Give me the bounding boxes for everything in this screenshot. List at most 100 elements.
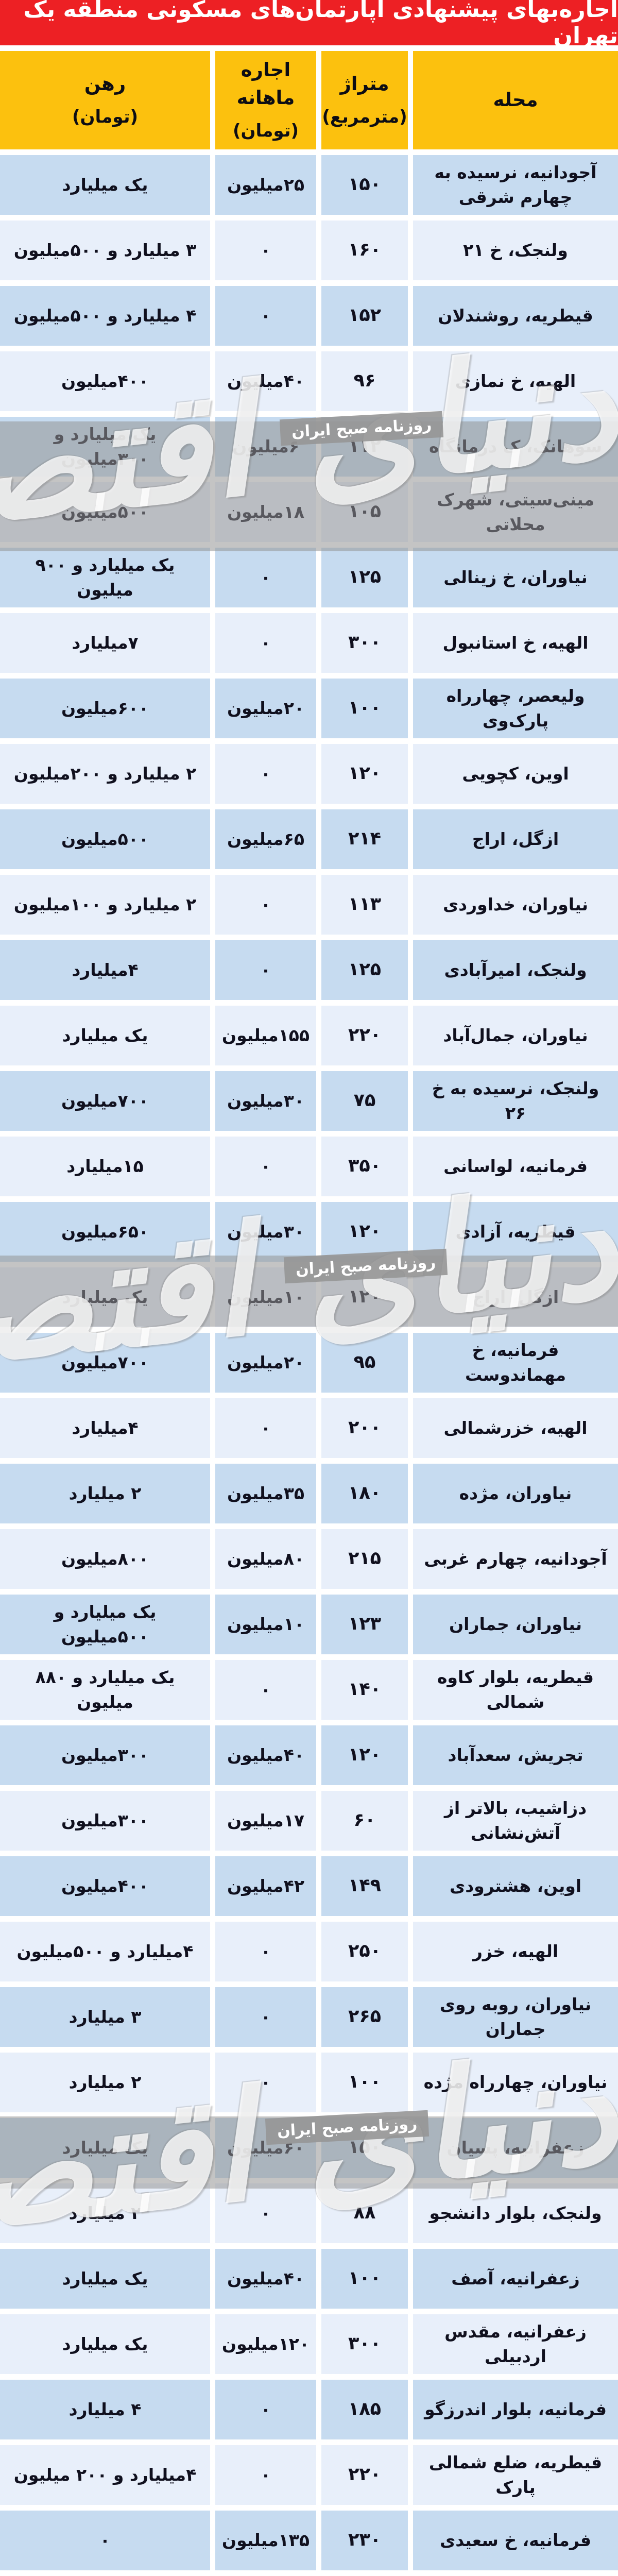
deposit-cell: ۲ میلیارد: [0, 1464, 210, 1523]
rent-cell: ۱۵۵میلیون: [215, 1006, 316, 1065]
table-row: سوهانک، ک درمانگاه ۱۱۲ ۶میلیون یک میلیار…: [0, 417, 618, 477]
deposit-cell: یک میلیارد: [0, 1006, 210, 1065]
rent-cell: ۶۰میلیون: [215, 2118, 316, 2178]
table-row: آجودانیه، نرسیده به چهارم شرقی ۱۵۰ ۲۵میل…: [0, 155, 618, 215]
neighborhood-cell: ولنجک، بلوار دانشجو: [413, 2183, 618, 2243]
table-row: فرمانیه، لواسانی ۳۵۰ ۰ ۱۵میلیارد: [0, 1137, 618, 1196]
area-cell: ۸۸: [321, 2183, 408, 2243]
area-cell: ۱۲۵: [321, 548, 408, 607]
rent-cell: ۰: [215, 1922, 316, 1981]
rent-cell: ۰: [215, 2053, 316, 2112]
neighborhood-cell: زعفرانیه، پسیان: [413, 2118, 618, 2178]
column-header-label: اجاره ماهانه: [222, 56, 309, 111]
rent-cell: ۴۰میلیون: [215, 351, 316, 411]
deposit-cell: ۶۵۰میلیون: [0, 1202, 210, 1262]
deposit-cell: یک میلیارد: [0, 1267, 210, 1327]
area-cell: ۲۱۵: [321, 1529, 408, 1589]
table-row: اوین، کچویی ۱۲۰ ۰ ۲ میلیارد و ۲۰۰میلیون: [0, 744, 618, 804]
deposit-cell: ۴۰۰میلیون: [0, 1856, 210, 1916]
table-row: قیطریه، آزادی ۱۲۰ ۳۰میلیون ۶۵۰میلیون: [0, 1202, 618, 1262]
table-row: نیاوران، خ زینالی ۱۲۵ ۰ یک میلیارد و ۹۰۰…: [0, 548, 618, 607]
area-cell: ۷۵: [321, 1071, 408, 1131]
neighborhood-cell: فرمانیه، لواسانی: [413, 1137, 618, 1196]
deposit-cell: ۳۰۰میلیون: [0, 1725, 210, 1785]
area-cell: ۱۰۵: [321, 482, 408, 542]
area-cell: ۱۰۰: [321, 679, 408, 738]
column-header-unit: (مترمربع): [322, 105, 407, 130]
deposit-cell: ۳ میلیارد: [0, 1987, 210, 2047]
table-row: الهیه، خزر ۲۵۰ ۰ ۴میلیارد و ۵۰۰میلیون: [0, 1922, 618, 1981]
deposit-cell: ۴میلیارد: [0, 1398, 210, 1458]
deposit-cell: ۴میلیارد: [0, 940, 210, 1000]
rent-cell: ۸۰میلیون: [215, 1529, 316, 1589]
table-row: ازگل، اراج ۱۲۰ ۱۰میلیون یک میلیارد: [0, 1267, 618, 1327]
neighborhood-cell: مینی‌سیتی، شهرک محلاتی: [413, 482, 618, 542]
area-cell: ۱۲۳: [321, 1595, 408, 1654]
neighborhood-cell: تجریش، سعدآباد: [413, 1725, 618, 1785]
deposit-cell: یک میلیارد و ۹۰۰ میلیون: [0, 548, 210, 607]
table-row: زعفرانیه، آصف ۱۰۰ ۴۰میلیون یک میلیارد: [0, 2249, 618, 2309]
table-row: تجریش، سعدآباد ۱۲۰ ۴۰میلیون ۳۰۰میلیون: [0, 1725, 618, 1785]
rent-cell: ۰: [215, 875, 316, 935]
column-header-area: متراژ (مترمربع): [321, 51, 408, 149]
neighborhood-cell: ازگل، اراج: [413, 1267, 618, 1327]
rent-cell: ۱۷میلیون: [215, 1791, 316, 1851]
deposit-cell: ۱۵میلیارد: [0, 1137, 210, 1196]
table-row: الهیه، خزرشمالی ۲۰۰ ۰ ۴میلیارد: [0, 1398, 618, 1458]
column-header-label: متراژ: [340, 70, 389, 98]
area-cell: ۱۰۰: [321, 2053, 408, 2112]
deposit-cell: ۲ میلیارد: [0, 2183, 210, 2243]
area-cell: ۹۶: [321, 351, 408, 411]
neighborhood-cell: قیطریه، روشندلان: [413, 286, 618, 346]
table-body: آجودانیه، نرسیده به چهارم شرقی ۱۵۰ ۲۵میل…: [0, 155, 618, 2576]
deposit-cell: ۳۰۰میلیون: [0, 1791, 210, 1851]
deposit-cell: یک میلیارد: [0, 2118, 210, 2178]
deposit-cell: ۴میلیارد و ۵۰۰میلیون: [0, 1922, 210, 1981]
table-row: قیطریه، بلوار کاوه شمالی ۱۴۰ ۰ یک میلیار…: [0, 1660, 618, 1720]
table-row: فرمانیه، خ سعیدی ۲۳۰ ۱۳۵میلیون ۰: [0, 2511, 618, 2570]
rent-cell: ۴۰میلیون: [215, 1725, 316, 1785]
neighborhood-cell: الهیه، خزرشمالی: [413, 1398, 618, 1458]
deposit-cell: ۰: [0, 2511, 210, 2570]
area-cell: ۳۵۰: [321, 1137, 408, 1196]
area-cell: ۲۰۰: [321, 1398, 408, 1458]
neighborhood-cell: فرمانیه، خ سعیدی: [413, 2511, 618, 2570]
deposit-cell: ۴ میلیارد و ۵۰۰میلیون: [0, 286, 210, 346]
rent-cell: ۴۲میلیون: [215, 1856, 316, 1916]
area-cell: ۱۱۳: [321, 875, 408, 935]
area-cell: ۳۰۰: [321, 2314, 408, 2374]
deposit-cell: یک میلیارد: [0, 2314, 210, 2374]
neighborhood-cell: سوهانک، ک درمانگاه: [413, 417, 618, 477]
area-cell: ۲۲۰: [321, 2445, 408, 2505]
area-cell: ۱۶۰: [321, 221, 408, 280]
area-cell: ۱۱۲: [321, 417, 408, 477]
table-row: ازگل، اراج ۲۱۴ ۶۵میلیون ۵۰۰میلیون: [0, 809, 618, 869]
table-row: ولنجک، امیرآبادی ۱۲۵ ۰ ۴میلیارد: [0, 940, 618, 1000]
table-row: نیاوران، جمال‌آباد ۲۲۰ ۱۵۵میلیون یک میلی…: [0, 1006, 618, 1065]
rent-cell: ۱۰میلیون: [215, 1267, 316, 1327]
rent-cell: ۱۸میلیون: [215, 482, 316, 542]
rent-cell: ۳۵میلیون: [215, 1464, 316, 1523]
rent-cell: ۰: [215, 940, 316, 1000]
area-cell: ۲۳۰: [321, 2511, 408, 2570]
area-cell: ۲۵۰: [321, 1922, 408, 1981]
deposit-cell: ۳ میلیارد و ۵۰۰میلیون: [0, 221, 210, 280]
rent-cell: ۲۰میلیون: [215, 1333, 316, 1393]
rent-cell: ۰: [215, 286, 316, 346]
area-cell: ۲۱۴: [321, 809, 408, 869]
area-cell: ۲۲۰: [321, 1006, 408, 1065]
rent-cell: ۰: [215, 1137, 316, 1196]
table-row: اوین، هشترودی ۱۴۹ ۴۲میلیون ۴۰۰میلیون: [0, 1856, 618, 1916]
neighborhood-cell: نیاوران، روبه روی جماران: [413, 1987, 618, 2047]
deposit-cell: ۵۰۰میلیون: [0, 482, 210, 542]
rent-cell: ۳۰میلیون: [215, 1071, 316, 1131]
rent-cell: ۱۲۰میلیون: [215, 2314, 316, 2374]
rent-cell: ۳۰میلیون: [215, 1202, 316, 1262]
table-row: الهیه، خ استانبول ۳۰۰ ۰ ۷میلیارد: [0, 613, 618, 673]
rent-cell: ۴۰میلیون: [215, 2249, 316, 2309]
table-row: الهیه، خ نمازی ۹۶ ۴۰میلیون ۴۰۰میلیون: [0, 351, 618, 411]
neighborhood-cell: قیطریه، بلوار کاوه شمالی: [413, 1660, 618, 1720]
neighborhood-cell: نیاوران، جماران: [413, 1595, 618, 1654]
column-header-deposit: رهن (تومان): [0, 51, 210, 149]
table-row: نیاوران، خداوردی ۱۱۳ ۰ ۲ میلیارد و ۱۰۰می…: [0, 875, 618, 935]
